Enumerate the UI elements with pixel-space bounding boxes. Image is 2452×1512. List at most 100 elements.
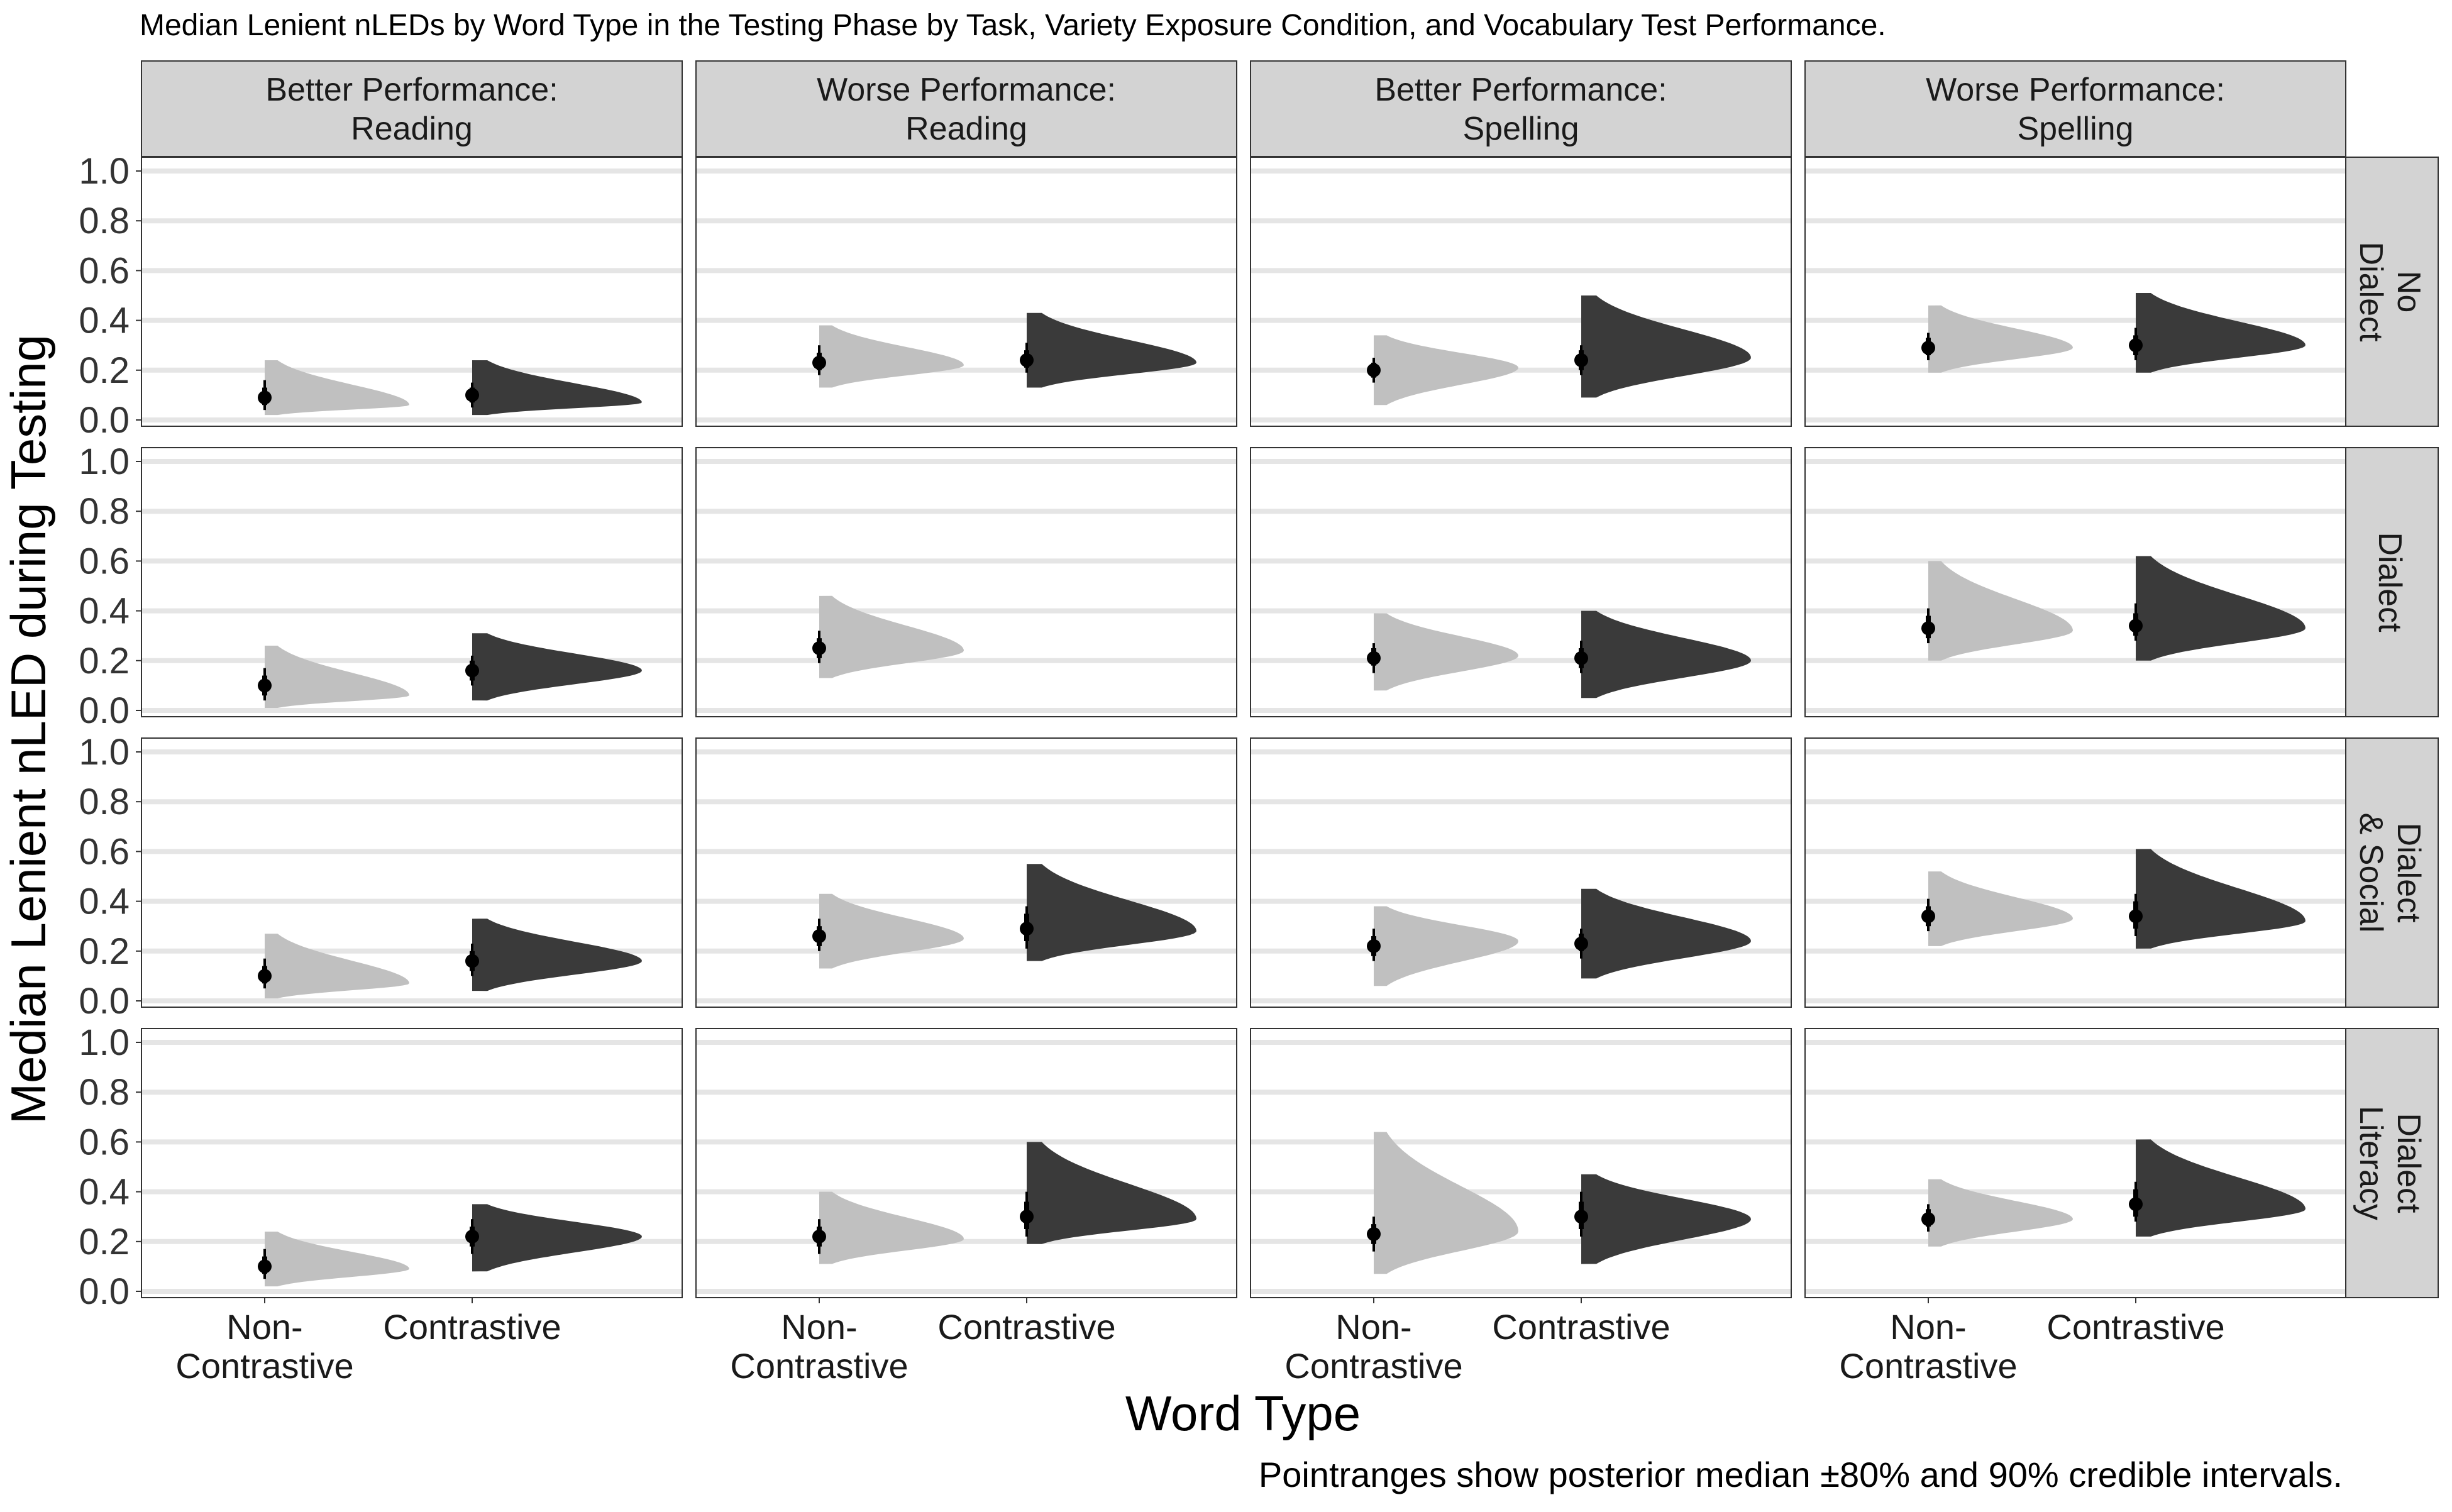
panel-background (696, 448, 1237, 717)
y-tick-label: 0.6 (79, 831, 130, 872)
panel-background (696, 738, 1237, 1007)
median-point (1367, 651, 1381, 665)
y-tick-label: 0.0 (79, 400, 130, 441)
panel-border (1804, 737, 2346, 1008)
panel-background (1805, 1029, 2346, 1298)
median-point (465, 388, 479, 402)
panel-border (1250, 447, 1792, 717)
density-non-contrastive (1928, 1179, 2073, 1247)
y-tick-label: 0.2 (79, 931, 130, 972)
y-tick-label: 0.0 (79, 981, 130, 1022)
median-point (258, 1259, 272, 1274)
panel-border (695, 447, 1237, 717)
panel-background (1805, 738, 2346, 1007)
density-contrastive (1581, 610, 1751, 698)
panel-background (696, 157, 1237, 426)
density-contrastive (472, 1204, 642, 1272)
density-non-contrastive (1928, 561, 2073, 661)
y-tick-label: 0.2 (79, 641, 130, 682)
x-tick-label: Contrastive (383, 1307, 561, 1347)
y-tick-label: 0.6 (79, 250, 130, 291)
y-tick-label: 0.0 (79, 1271, 130, 1312)
y-tick-label: 0.8 (79, 491, 130, 532)
x-tick-label: Non-Contrastive (730, 1307, 908, 1386)
density-non-contrastive (819, 595, 964, 678)
y-tick-label: 0.4 (79, 1172, 130, 1213)
median-point (1367, 939, 1381, 953)
panel-border (1250, 157, 1792, 427)
median-point (2129, 1197, 2143, 1211)
median-point (465, 1229, 479, 1244)
facet-strip-column (1804, 60, 2346, 157)
panel-border (1804, 1028, 2346, 1298)
panel-border (141, 737, 683, 1008)
median-point (1020, 922, 1034, 936)
density-contrastive (2136, 849, 2306, 949)
facet-strip-label: DialectLiteracy (2353, 1106, 2427, 1220)
median-point (465, 954, 479, 968)
panel-border (1804, 447, 2346, 717)
facet-strip-row (2342, 1028, 2439, 1298)
median-point (1367, 1227, 1381, 1241)
density-contrastive (472, 360, 642, 416)
panel-border (1804, 157, 2346, 427)
y-tick-label: 0.6 (79, 541, 130, 582)
median-point (1574, 651, 1588, 665)
median-point (1921, 909, 1935, 924)
panel-border (695, 1028, 1237, 1298)
facet-strip-label: NoDialect (2353, 242, 2427, 342)
y-tick-label: 1.0 (79, 1022, 130, 1063)
chart-title: Median Lenient nLEDs by Word Type in the… (140, 9, 1886, 42)
median-point (2129, 338, 2143, 353)
facet-strip-label: Dialect (2372, 533, 2408, 632)
y-tick-label: 1.0 (79, 732, 130, 773)
density-non-contrastive (1928, 305, 2073, 373)
median-point (812, 355, 826, 370)
median-point (465, 663, 479, 678)
y-tick-label: 1.0 (79, 441, 130, 482)
x-tick-label: Non-Contrastive (175, 1307, 353, 1386)
y-axis-label: Median Lenient nLED during Testing (1, 334, 56, 1124)
facet-strip-column (1250, 60, 1792, 157)
facet-strip-label: Dialect& Social (2353, 813, 2427, 933)
x-tick-label: Contrastive (1492, 1307, 1670, 1347)
median-point (1020, 353, 1034, 367)
facet-strip-label: Worse Performance: Spelling (1926, 72, 2225, 147)
density-contrastive (2136, 1139, 2306, 1237)
density-non-contrastive (265, 646, 409, 709)
x-tick-label: Non-Contrastive (1284, 1307, 1462, 1386)
facet-strip-label: Better Performance: Reading (265, 72, 558, 147)
median-point (1367, 363, 1381, 377)
panel-border (141, 447, 683, 717)
density-contrastive (1027, 312, 1196, 388)
y-tick-label: 0.2 (79, 1222, 130, 1262)
y-tick-label: 0.8 (79, 1072, 130, 1113)
density-non-contrastive (1374, 1132, 1518, 1274)
median-point (1574, 353, 1588, 367)
panel-border (695, 157, 1237, 427)
facet-strip-row (2342, 447, 2439, 717)
panel-border (695, 737, 1237, 1008)
y-tick-label: 0.4 (79, 301, 130, 341)
x-axis-label: Word Type (1125, 1386, 1361, 1441)
median-point (2129, 909, 2143, 924)
panel-background (1251, 1029, 1791, 1298)
y-tick-label: 0.4 (79, 881, 130, 922)
density-non-contrastive (1374, 906, 1518, 986)
panel-border (141, 1028, 683, 1298)
density-contrastive (1027, 864, 1196, 961)
median-point (258, 390, 272, 405)
panel-background (141, 1029, 682, 1298)
x-tick-label: Contrastive (937, 1307, 1115, 1347)
density-non-contrastive (819, 325, 964, 388)
panel-border (1250, 1028, 1792, 1298)
panel-background (1805, 157, 2346, 426)
density-contrastive (1581, 888, 1751, 979)
x-tick-label: Contrastive (2046, 1307, 2224, 1347)
median-point (812, 641, 826, 655)
panel-background (141, 157, 682, 426)
density-contrastive (2136, 293, 2306, 373)
median-point (258, 678, 272, 693)
panel-background (1251, 738, 1791, 1007)
